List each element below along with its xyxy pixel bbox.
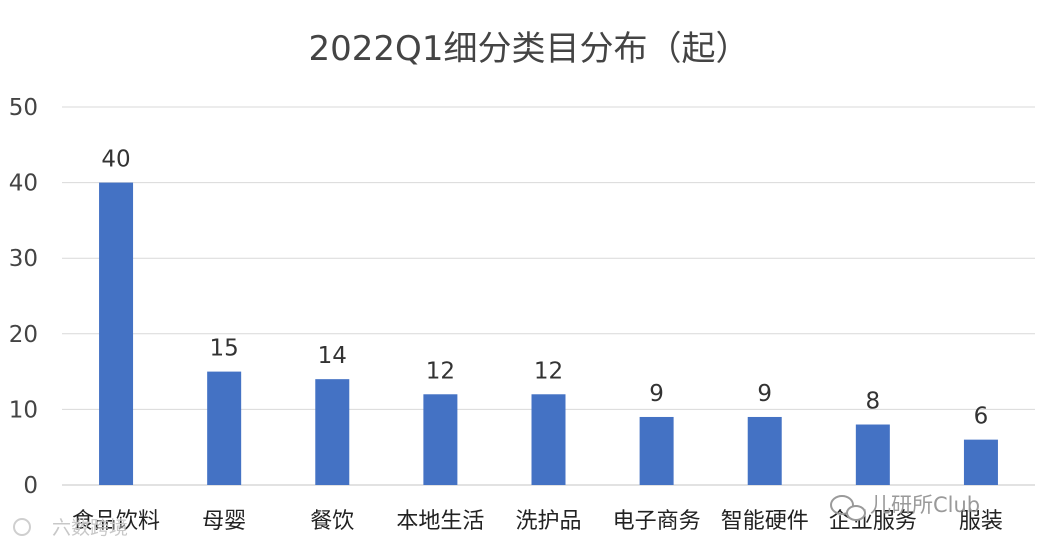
wechat-icon bbox=[830, 495, 866, 521]
watermark-left-text: 六数跨境 bbox=[52, 517, 128, 539]
category-label: 智能硬件 bbox=[721, 509, 809, 534]
data-label: 9 bbox=[649, 381, 664, 407]
category-label: 电子商务 bbox=[613, 509, 701, 534]
category-label: 本地生活 bbox=[396, 509, 484, 534]
y-tick-label: 40 bbox=[9, 171, 38, 197]
bar bbox=[639, 416, 674, 485]
category-label: 母婴 bbox=[202, 509, 246, 534]
data-labels: 40 15 14 12 12 9 9 8 6 bbox=[101, 147, 988, 430]
bar bbox=[963, 439, 998, 485]
data-label: 6 bbox=[974, 404, 989, 430]
y-axis-ticks: 0 10 20 30 40 50 bbox=[9, 95, 38, 499]
data-label: 14 bbox=[318, 343, 347, 369]
bar bbox=[207, 371, 242, 485]
category-labels: 食品饮料 母婴 餐饮 本地生活 洗护品 电子商务 智能硬件 企业服务 服装 bbox=[72, 509, 1003, 534]
y-tick-label: 50 bbox=[9, 95, 38, 121]
watermark-left: 六数跨境 bbox=[13, 517, 128, 539]
bar bbox=[747, 416, 782, 485]
chart-title: 2022Q1细分类目分布（起） bbox=[309, 29, 750, 69]
category-label: 餐饮 bbox=[310, 509, 354, 534]
category-label: 服装 bbox=[959, 509, 1003, 534]
bar bbox=[315, 379, 350, 485]
category-label: 食品饮料 bbox=[72, 509, 160, 534]
bar bbox=[855, 424, 890, 485]
data-label: 12 bbox=[426, 358, 455, 384]
bars bbox=[99, 182, 998, 485]
y-tick-label: 10 bbox=[9, 397, 38, 423]
data-label: 15 bbox=[210, 336, 239, 362]
bar bbox=[531, 394, 566, 485]
y-tick-label: 30 bbox=[9, 246, 38, 272]
y-tick-label: 0 bbox=[23, 473, 38, 499]
bar bbox=[99, 182, 134, 485]
watermark-left-icon bbox=[13, 518, 31, 536]
data-label: 12 bbox=[534, 358, 563, 384]
data-label: 40 bbox=[101, 147, 130, 173]
bar bbox=[423, 394, 458, 485]
data-label: 8 bbox=[866, 389, 881, 415]
category-label: 洗护品 bbox=[515, 509, 581, 534]
y-tick-label: 20 bbox=[9, 322, 38, 348]
watermark-right: 儿研所Club bbox=[830, 493, 980, 521]
data-label: 9 bbox=[757, 381, 772, 407]
watermark-right-text: 儿研所Club bbox=[870, 493, 980, 517]
